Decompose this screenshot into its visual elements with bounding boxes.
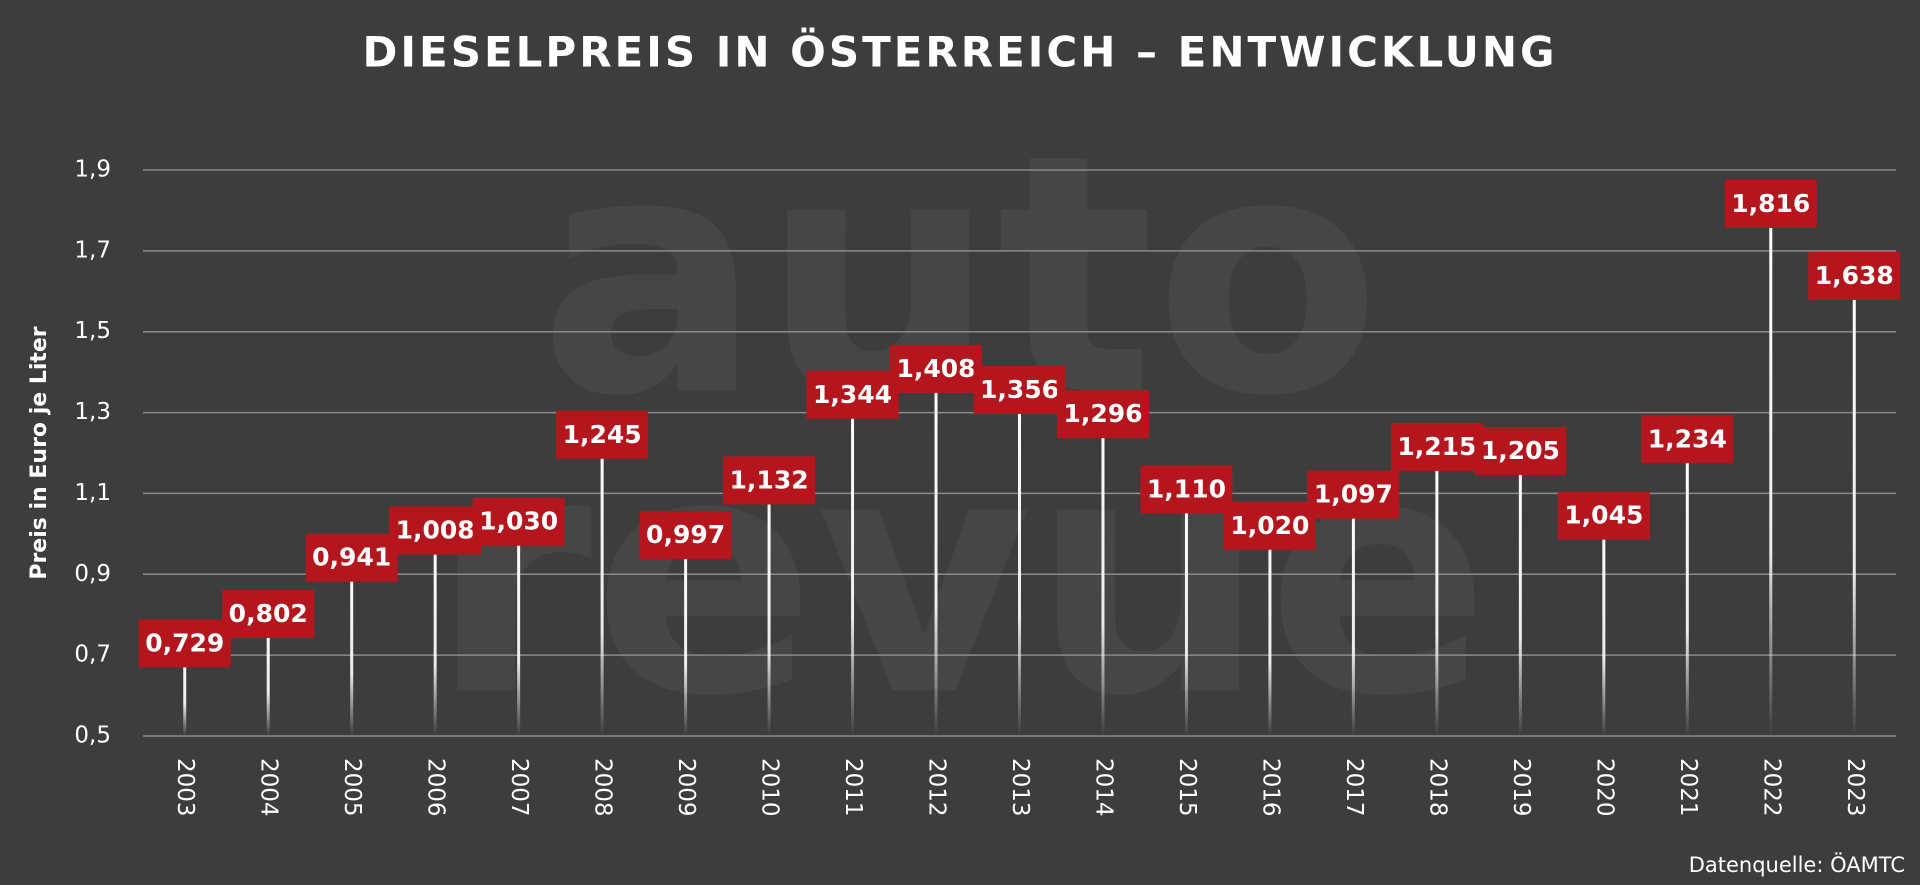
value-box	[389, 506, 482, 555]
x-tick-label: 2020	[1591, 758, 1617, 817]
value-label: 1,296	[1063, 399, 1142, 428]
value-label: 1,408	[896, 354, 975, 383]
chart-title: DIESELPREIS IN ÖSTERREICH – ENTWICKLUNG	[363, 27, 1558, 77]
y-tick-label: 1,9	[74, 157, 111, 183]
value-box	[1223, 501, 1316, 550]
value-label: 0,802	[229, 599, 308, 628]
y-tick-label: 1,1	[74, 480, 111, 506]
stem	[1018, 389, 1021, 736]
stem	[851, 394, 855, 736]
x-tick-label: 2003	[172, 758, 198, 817]
value-box	[973, 365, 1066, 414]
y-tick-label: 0,5	[74, 723, 111, 749]
stem	[1351, 494, 1355, 736]
stem	[1101, 414, 1105, 736]
stem	[183, 643, 187, 736]
stem	[1602, 515, 1606, 736]
value-label: 1,234	[1648, 424, 1727, 453]
value-box	[138, 619, 231, 668]
stem	[1685, 439, 1689, 736]
value-label: 1,245	[563, 420, 642, 449]
value-box	[1390, 422, 1483, 471]
x-tick-label: 2017	[1341, 758, 1367, 817]
value-box	[1474, 426, 1567, 475]
value-label: 1,215	[1397, 432, 1476, 461]
x-tick-label: 2004	[256, 758, 282, 817]
value-label: 1,020	[1230, 511, 1309, 540]
value-box	[639, 511, 732, 560]
x-tick-label: 2005	[339, 758, 365, 817]
x-tick-label: 2018	[1424, 758, 1450, 817]
value-box	[1140, 465, 1233, 514]
x-tick-label: 2007	[506, 758, 532, 817]
value-label: 1,816	[1731, 189, 1810, 218]
value-box	[222, 589, 315, 638]
x-tick-label: 2011	[840, 758, 866, 817]
x-tick-label: 2021	[1675, 758, 1701, 817]
x-tick-label: 2014	[1090, 758, 1116, 817]
stem	[1184, 489, 1188, 736]
watermark: auto	[539, 84, 1381, 468]
stem	[767, 480, 771, 736]
stem	[1435, 446, 1439, 736]
stem	[1852, 275, 1856, 736]
value-box	[305, 533, 398, 582]
x-tick-label: 2023	[1842, 758, 1868, 817]
y-tick-label: 1,7	[74, 237, 111, 263]
stem	[517, 521, 521, 736]
y-tick-label: 0,9	[74, 561, 111, 587]
y-tick-label: 1,5	[74, 318, 111, 344]
stem	[433, 530, 437, 736]
value-box	[1557, 491, 1650, 540]
value-box	[723, 456, 816, 505]
value-box	[1056, 390, 1149, 439]
value-label: 1,110	[1147, 474, 1226, 503]
x-tick-label: 2012	[924, 758, 950, 817]
y-tick-label: 1,3	[74, 399, 111, 425]
stem	[934, 368, 938, 736]
value-label: 1,344	[813, 380, 892, 409]
value-label: 1,030	[479, 507, 558, 536]
y-axis-label: Preis in Euro je Liter	[27, 326, 52, 579]
value-box	[1307, 470, 1400, 519]
stem	[1769, 203, 1773, 736]
x-tick-label: 2022	[1758, 758, 1784, 817]
value-label: 0,941	[312, 543, 391, 572]
value-box	[472, 497, 565, 546]
stem	[1518, 450, 1522, 736]
value-label: 1,097	[1314, 480, 1393, 509]
value-box	[556, 410, 649, 459]
value-label: 0,729	[145, 628, 224, 657]
x-tick-label: 2006	[423, 758, 449, 817]
value-label: 1,356	[980, 375, 1059, 404]
value-label: 1,045	[1564, 501, 1643, 530]
value-label: 0,997	[646, 520, 725, 549]
stem	[350, 557, 354, 736]
value-label: 1,205	[1481, 436, 1560, 465]
stem	[1268, 525, 1272, 736]
value-label: 1,638	[1815, 261, 1894, 290]
x-tick-label: 2008	[590, 758, 616, 817]
x-tick-label: 2019	[1508, 758, 1534, 817]
stem	[600, 434, 604, 736]
x-tick-label: 2013	[1007, 758, 1033, 817]
value-label: 1,008	[396, 516, 475, 545]
value-box	[890, 344, 983, 393]
value-label: 1,132	[730, 465, 809, 494]
stem	[684, 535, 688, 736]
y-tick-label: 0,7	[74, 642, 111, 668]
source: Datenquelle: ÖAMTC	[1689, 852, 1905, 877]
stem	[266, 613, 270, 736]
value-box	[806, 370, 899, 419]
x-tick-label: 2016	[1257, 758, 1283, 817]
value-box	[1808, 251, 1901, 300]
x-tick-label: 2010	[757, 758, 783, 817]
x-tick-label: 2009	[673, 758, 699, 817]
x-tick-label: 2015	[1174, 758, 1200, 817]
value-box	[1724, 179, 1817, 228]
value-box	[1641, 415, 1734, 464]
